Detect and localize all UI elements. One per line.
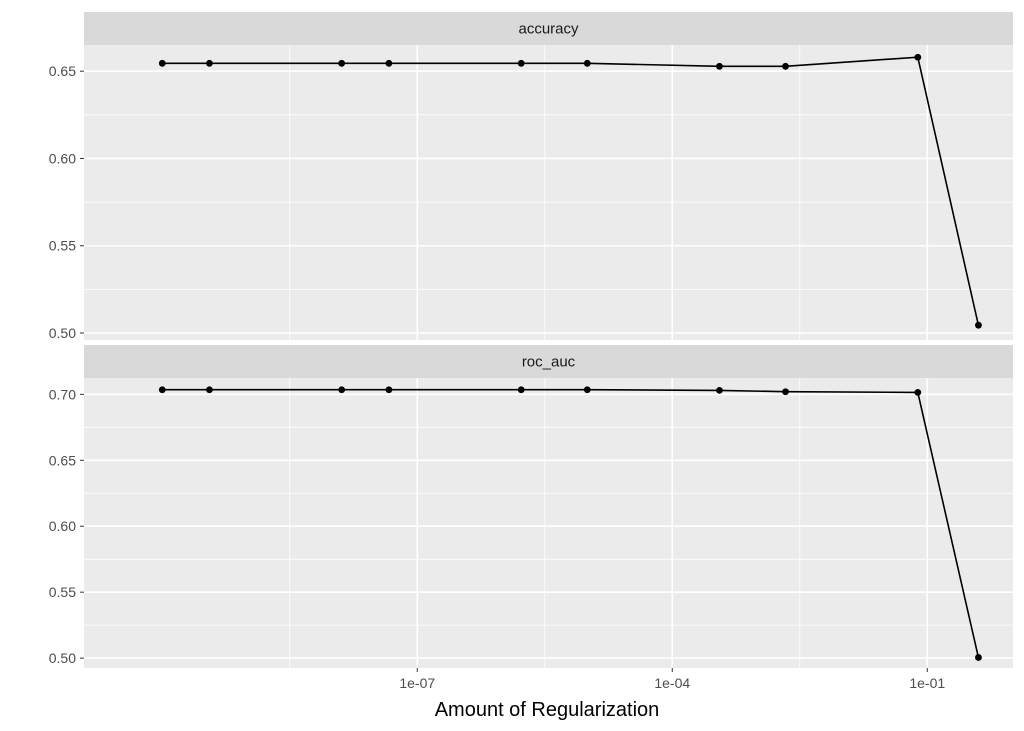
- x-tick-label: 1e-04: [654, 675, 690, 691]
- data-point: [716, 386, 723, 394]
- data-point: [517, 59, 525, 67]
- y-tick-label: 0.65: [49, 452, 76, 468]
- data-point: [583, 386, 591, 394]
- data-point: [782, 388, 789, 396]
- series-line-accuracy: [162, 56, 980, 326]
- y-tick-label: 0.65: [49, 63, 76, 79]
- facet-roc_auc: roc_auc 0.50 0.55 0.60 0.65 0.70 1e-07 1e-04 1e-…: [49, 345, 1013, 691]
- series-line-roc_auc: [162, 388, 980, 658]
- x-tick-label: 1e-01: [909, 675, 945, 691]
- y-tick-label: 0.70: [49, 386, 76, 402]
- y-tick-label: 0.60: [49, 150, 76, 166]
- data-point: [716, 62, 723, 70]
- x-tick-label: 1e-07: [399, 675, 435, 691]
- data-point: [338, 386, 346, 394]
- data-point: [206, 386, 213, 394]
- y-tick-label: 0.50: [49, 650, 76, 666]
- data-point: [782, 62, 789, 70]
- data-point: [158, 386, 166, 394]
- panel-background: [84, 378, 1013, 668]
- data-point: [914, 388, 922, 396]
- y-tick-label: 0.60: [49, 518, 76, 534]
- y-tick-label: 0.55: [49, 584, 76, 600]
- data-point: [975, 321, 982, 329]
- data-point: [385, 59, 393, 67]
- y-tick-label: 0.55: [49, 238, 76, 254]
- panel-background: [84, 45, 1013, 340]
- facet-accuracy: accuracy 0.50 0.55 0.60 0.65: [49, 12, 1013, 341]
- data-point: [338, 59, 346, 67]
- facet-panels: accuracy 0.50 0.55 0.60 0.65 roc_auc 0.50 0.55 0…: [49, 12, 1013, 691]
- facet-strip-label: roc_auc: [522, 354, 576, 371]
- facet-strip: [84, 345, 1013, 378]
- y-tick-label: 0.50: [49, 325, 76, 341]
- facet-strip: [84, 12, 1013, 45]
- data-point: [517, 386, 525, 394]
- data-point: [914, 53, 922, 61]
- x-axis-title: Amount of Regularization: [435, 699, 660, 721]
- data-point: [158, 59, 166, 67]
- data-point: [206, 59, 213, 67]
- data-point: [583, 59, 591, 67]
- facet-strip-label: accuracy: [518, 21, 579, 38]
- data-point: [385, 386, 393, 394]
- data-point: [975, 654, 982, 661]
